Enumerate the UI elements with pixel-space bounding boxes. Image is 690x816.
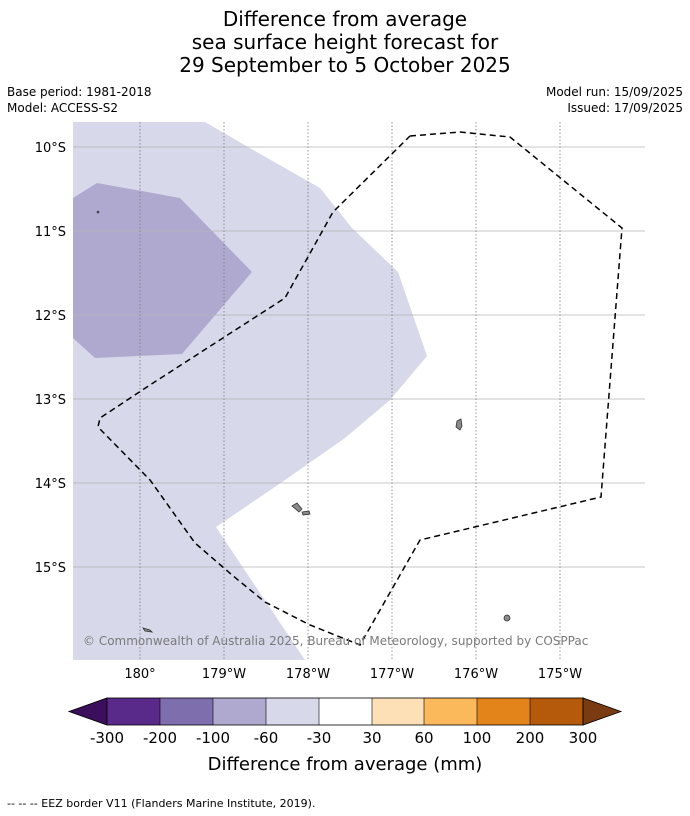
- lat-label-14s: 14°S: [35, 477, 66, 492]
- colorbar-bin-3: [213, 698, 266, 725]
- lat-label-11s: 11°S: [35, 225, 66, 240]
- colorbar-label-60: 60: [414, 729, 433, 747]
- lon-gridlines: [139, 122, 561, 660]
- lon-labels: 180° 179°W 178°W 177°W 176°W 175°W: [124, 667, 582, 682]
- colorbar-bin-9: [530, 698, 583, 725]
- eez-legend-note: -- -- -- EEZ border V11 (Flanders Marine…: [7, 797, 316, 810]
- colorbar-tick-labels: -300 -200 -100 -60 -30 30 60 100 200 300: [90, 729, 597, 747]
- lat-label-13s: 13°S: [35, 393, 66, 408]
- colorbar-label-100: 100: [463, 729, 492, 747]
- colorbar: -300 -200 -100 -60 -30 30 60 100 200 300…: [67, 697, 623, 775]
- lat-label-15s: 15°S: [35, 561, 66, 576]
- map-plot-area: © Commonwealth of Australia 2025, Bureau…: [73, 122, 645, 660]
- issued-date: Issued: 17/09/2025: [567, 101, 683, 115]
- colorbar-label-m200: -200: [143, 729, 177, 747]
- island-5: [142, 627, 154, 633]
- island-6: [96, 210, 100, 214]
- colorbar-label-30: 30: [362, 729, 381, 747]
- lat-labels: 10°S 11°S 12°S 13°S 14°S 15°S: [35, 141, 66, 576]
- chart-title: Difference from average sea surface heig…: [0, 8, 690, 77]
- lon-label-176w: 176°W: [454, 667, 498, 682]
- colorbar-bin-2: [160, 698, 213, 725]
- colorbar-bin-6: [372, 698, 424, 725]
- colorbar-min-extend: [67, 697, 108, 726]
- colorbar-label-m30: -30: [307, 729, 332, 747]
- colorbar-label-m300: -300: [90, 729, 124, 747]
- colorbar-label-m60: -60: [254, 729, 279, 747]
- island-3: [301, 510, 311, 516]
- colorbar-label-300: 300: [569, 729, 598, 747]
- colorbar-label-m100: -100: [196, 729, 230, 747]
- colorbar-max-extend: [582, 697, 623, 726]
- colorbar-bin-5: [319, 698, 372, 725]
- lon-label-180: 180°: [124, 667, 155, 682]
- colorbar-bin-1: [107, 698, 160, 725]
- lat-label-12s: 12°S: [35, 309, 66, 324]
- lon-label-175w: 175°W: [538, 667, 582, 682]
- lon-label-179w: 179°W: [202, 667, 246, 682]
- lat-gridlines: [73, 146, 645, 568]
- island-1: [455, 418, 463, 431]
- colorbar-outline: [106, 697, 584, 726]
- islands: [96, 210, 511, 633]
- island-2: [291, 502, 303, 513]
- colorbar-bin-4: [266, 698, 319, 725]
- title-line-2: sea surface height forecast for: [191, 30, 499, 54]
- copyright-notice: © Commonwealth of Australia 2025, Bureau…: [83, 634, 588, 648]
- meta-left: Base period: 1981-2018 Model: ACCESS-S2: [7, 84, 152, 116]
- title-line-3: 29 September to 5 October 2025: [179, 53, 511, 77]
- title-line-1: Difference from average: [222, 7, 468, 31]
- lat-label-10s: 10°S: [35, 141, 66, 156]
- eez-border: [97, 131, 623, 646]
- colorbar-dividers: [159, 698, 531, 725]
- meta-right: Model run: 15/09/2025 Issued: 17/09/2025: [546, 84, 683, 116]
- lon-label-178w: 178°W: [286, 667, 330, 682]
- lon-label-177w: 177°W: [370, 667, 414, 682]
- anomaly-region-medium: [73, 183, 252, 358]
- island-4: [503, 614, 511, 622]
- model-run: Model run: 15/09/2025: [545, 85, 683, 99]
- colorbar-bin-7: [424, 698, 477, 725]
- colorbar-bin-8: [477, 698, 530, 725]
- model-name: Model: ACCESS-S2: [7, 101, 119, 115]
- colorbar-title: Difference from average (mm): [208, 754, 483, 775]
- base-period: Base period: 1981-2018: [7, 85, 152, 99]
- colorbar-label-200: 200: [516, 729, 545, 747]
